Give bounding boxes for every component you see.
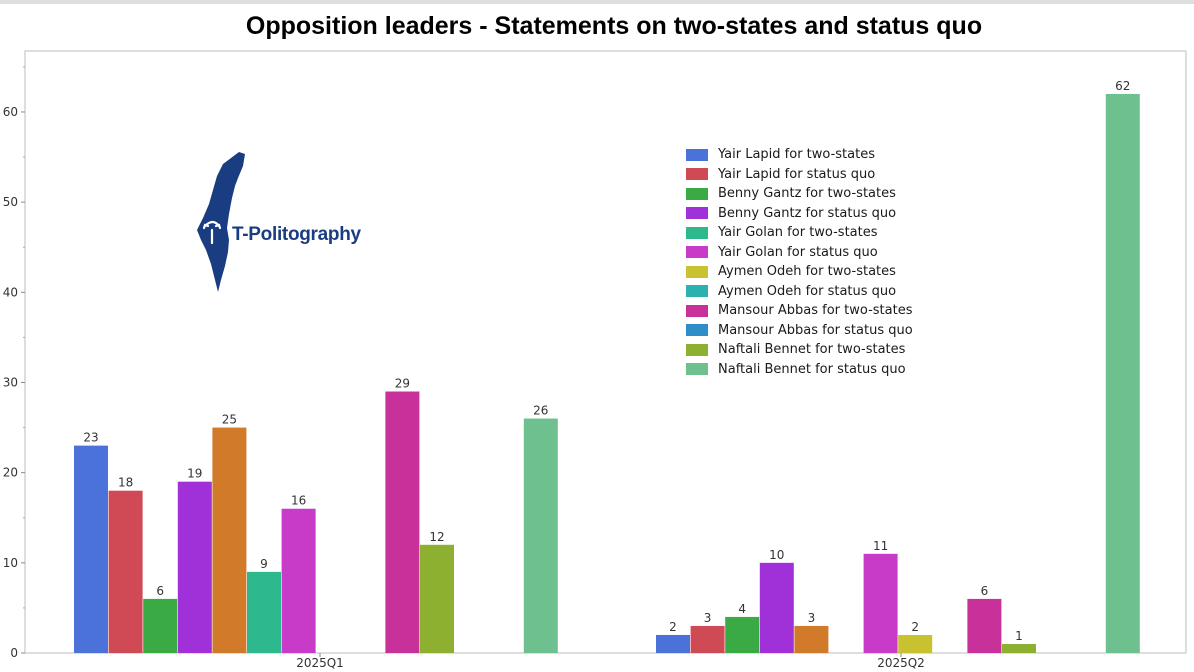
data-label: 23: [83, 431, 98, 445]
legend-label: Benny Gantz for two-states: [718, 186, 896, 202]
bar-2025Q2-6: [863, 553, 898, 653]
top-strip: [0, 0, 1194, 4]
data-label: 10: [769, 548, 784, 562]
legend-label: Yair Golan for two-states: [718, 225, 878, 241]
data-label: 3: [808, 611, 816, 625]
legend-swatch: [686, 187, 708, 200]
legend-item: Aymen Odeh for two-states: [686, 262, 913, 282]
data-label: 16: [291, 494, 306, 508]
legend-label: Yair Golan for status quo: [718, 244, 878, 260]
data-label: 2: [911, 620, 919, 634]
data-label: 9: [260, 557, 268, 571]
legend-swatch: [686, 324, 708, 337]
data-label: 11: [873, 539, 888, 553]
bar-2025Q1-1: [108, 490, 143, 653]
data-label: 4: [738, 602, 746, 616]
bar-2025Q1-9: [385, 391, 420, 653]
legend-swatch: [686, 285, 708, 298]
bar-2025Q2-9: [967, 598, 1002, 653]
bar-2025Q2-1: [690, 625, 725, 653]
data-label: 19: [187, 467, 202, 481]
legend: Yair Lapid for two-states Yair Lapid for …: [686, 145, 913, 379]
chart-title: Opposition leaders - Statements on two-s…: [245, 12, 983, 40]
legend-item: Yair Lapid for status quo: [686, 165, 913, 185]
legend-label: Naftali Bennet for two-states: [718, 342, 906, 358]
israel-map-icon: [197, 152, 245, 292]
data-label: 25: [222, 413, 237, 427]
legend-label: Mansour Abbas for status quo: [718, 322, 913, 338]
bar-2025Q1-2: [143, 598, 178, 653]
legend-label: Mansour Abbas for two-states: [718, 303, 913, 319]
bar-2025Q1-5: [247, 571, 281, 653]
legend-swatch: [686, 265, 708, 278]
legend-swatch: [686, 363, 708, 376]
legend-item: Benny Gantz for status quo: [686, 204, 913, 224]
x-tick-label: 2025Q2: [877, 656, 925, 670]
data-label: 3: [704, 611, 712, 625]
bar-2025Q1-0: [74, 445, 108, 653]
logo: T-Politography: [185, 148, 365, 298]
data-label: 1: [1015, 629, 1023, 643]
bar-2025Q1-13: [523, 418, 558, 653]
y-tick-label: 60: [3, 105, 18, 119]
legend-label: Aymen Odeh for status quo: [718, 283, 897, 299]
y-tick-label: 30: [3, 375, 18, 389]
y-tick-label: 40: [3, 285, 18, 299]
data-label: 6: [981, 584, 989, 598]
data-label: 29: [395, 377, 410, 391]
legend-label: Aymen Odeh for two-states: [718, 264, 896, 280]
legend-item: Yair Golan for two-states: [686, 223, 913, 243]
bar-2025Q1-4: [212, 427, 247, 653]
data-label: 2: [669, 620, 677, 634]
legend-label: Benny Gantz for status quo: [718, 205, 897, 221]
bar-2025Q1-3: [177, 481, 212, 653]
data-label: 18: [118, 476, 133, 490]
legend-item: Yair Golan for status quo: [686, 243, 913, 263]
legend-label: Yair Lapid for two-states: [718, 147, 875, 163]
bar-2025Q2-13: [1105, 93, 1140, 654]
legend-item: Naftali Bennet for status quo: [686, 360, 913, 380]
x-tick-label: 2025Q1: [296, 656, 344, 670]
legend-item: Aymen Odeh for status quo: [686, 282, 913, 302]
data-label: 26: [533, 404, 548, 418]
y-tick-label: 0: [10, 646, 18, 660]
bar-2025Q2-4: [794, 625, 829, 653]
bar-2025Q2-2: [725, 616, 760, 653]
legend-swatch: [686, 207, 708, 220]
bar-2025Q2-0: [656, 634, 690, 653]
legend-item: Mansour Abbas for status quo: [686, 321, 913, 341]
plot-frame: [24, 50, 1187, 654]
legend-item: Naftali Bennet for two-states: [686, 340, 913, 360]
y-tick-label: 20: [3, 466, 18, 480]
bar-2025Q1-10: [420, 544, 454, 653]
legend-swatch: [686, 246, 708, 259]
logo-text: T-Politography: [232, 224, 361, 245]
legend-swatch: [686, 304, 708, 317]
y-tick-label: 10: [3, 556, 18, 570]
legend-swatch: [686, 168, 708, 181]
bar-2025Q2-10: [1002, 643, 1036, 653]
legend-item: Yair Lapid for two-states: [686, 145, 913, 165]
legend-swatch: [686, 343, 708, 356]
bar-2025Q2-3: [759, 562, 794, 653]
legend-label: Naftali Bennet for status quo: [718, 361, 906, 377]
bar-2025Q1-6: [281, 508, 316, 653]
legend-swatch: [686, 226, 708, 239]
legend-label: Yair Lapid for status quo: [718, 166, 876, 182]
legend-item: Benny Gantz for two-states: [686, 184, 913, 204]
data-label: 62: [1115, 79, 1130, 93]
data-label: 6: [156, 584, 164, 598]
data-label: 12: [429, 530, 444, 544]
legend-item: Mansour Abbas for two-states: [686, 301, 913, 321]
legend-swatch: [686, 148, 708, 161]
y-tick-label: 50: [3, 195, 18, 209]
bar-2025Q2-7: [898, 634, 933, 653]
